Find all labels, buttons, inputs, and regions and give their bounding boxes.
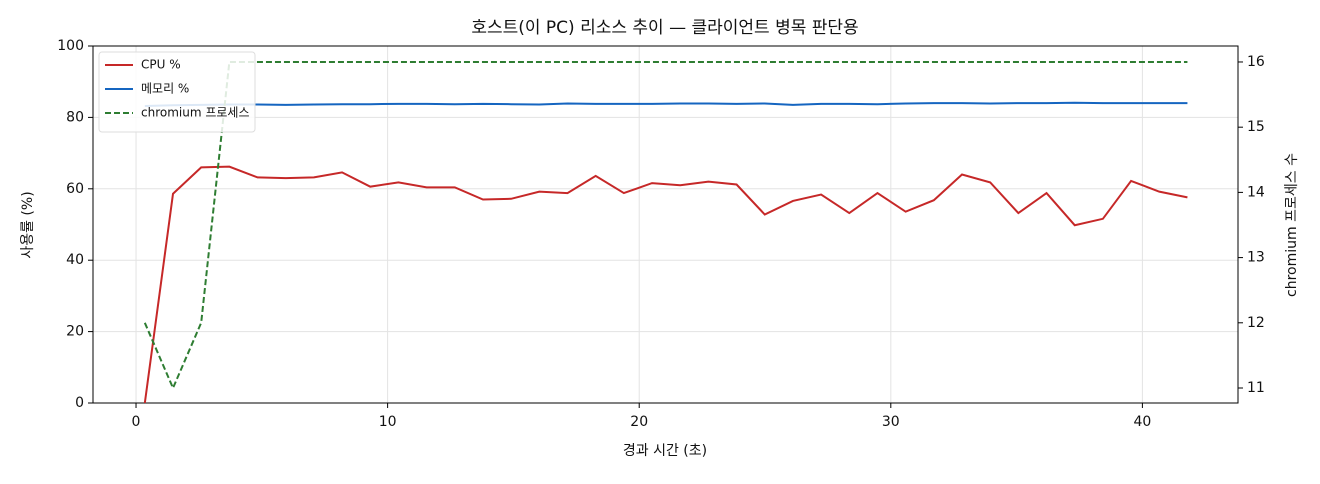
y-axis-label: 사용률 (%) — [20, 191, 36, 258]
y2-tick-label: 14 — [1247, 184, 1265, 200]
x-tick-label: 10 — [379, 414, 397, 430]
x-tick-label: 40 — [1133, 414, 1151, 430]
x-axis-label: 경과 시간 (초) — [623, 443, 707, 459]
y2-axis-label: chromium 프로세스 수 — [1284, 153, 1300, 297]
y2-tick-label: 15 — [1247, 119, 1265, 135]
legend-label: CPU % — [141, 58, 181, 72]
series-line — [143, 165, 1188, 404]
x-tick-label: 0 — [132, 414, 141, 430]
legend-label: chromium 프로세스 — [141, 106, 250, 120]
x-tick-label: 30 — [882, 414, 900, 430]
series-line — [143, 60, 1188, 391]
legend-label: 메모리 % — [141, 82, 189, 96]
chart-title: 호스트(이 PC) 리소스 추이 — 클라이언트 병목 판단용 — [471, 18, 858, 38]
legend: CPU % 메모리 % chromium 프로세스 — [98, 51, 256, 133]
y-tick-label: 100 — [57, 38, 84, 54]
y-tick-label: 60 — [66, 181, 84, 197]
y2-tick-label: 11 — [1247, 380, 1265, 396]
y2-tick-label: 13 — [1247, 250, 1265, 266]
y-tick-label: 0 — [75, 395, 84, 411]
x-tick-label: 20 — [630, 414, 648, 430]
y-tick-label: 40 — [66, 252, 84, 268]
y-tick-label: 20 — [66, 324, 84, 340]
y-tick-label: 80 — [66, 109, 84, 125]
y2-tick-label: 12 — [1247, 315, 1265, 331]
y2-tick-label: 16 — [1247, 54, 1265, 70]
series-line — [144, 101, 1188, 107]
legend-box — [98, 51, 256, 133]
plot-frame — [92, 45, 1239, 404]
